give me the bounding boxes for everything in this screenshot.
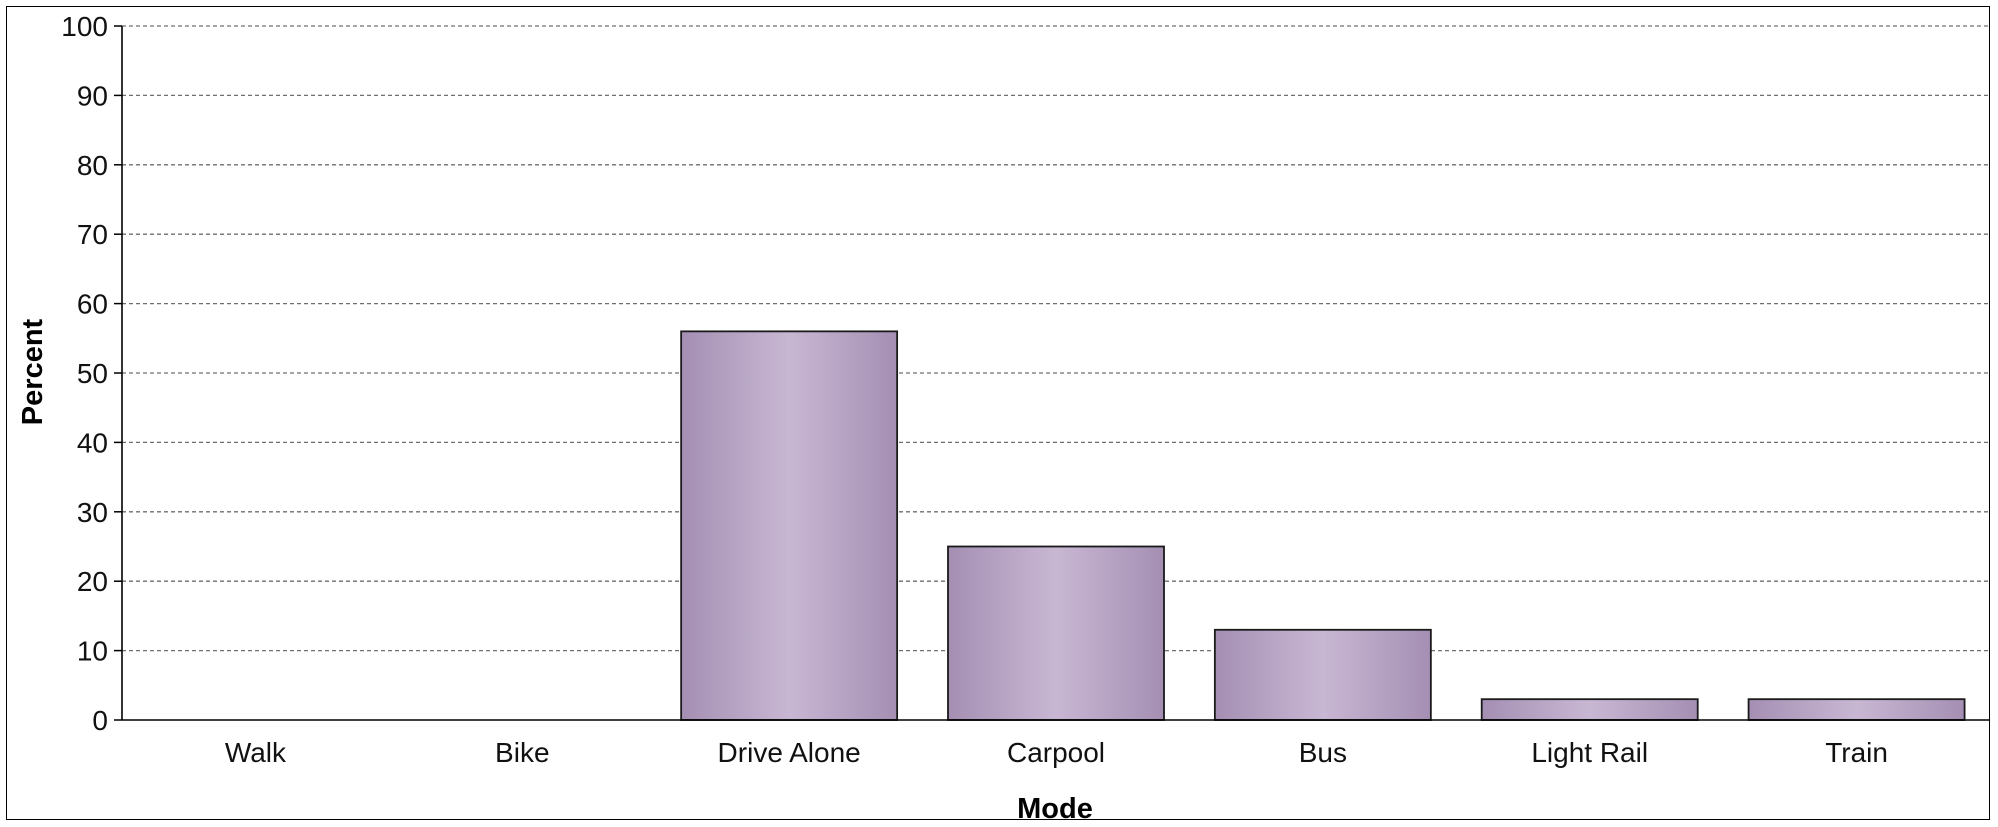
- bar-carpool: [947, 545, 1165, 721]
- y-tick-label: 60: [77, 289, 108, 320]
- bars: [680, 330, 1966, 721]
- x-tick-label: Bike: [495, 737, 549, 768]
- x-tick-label: Bus: [1299, 737, 1347, 768]
- y-tick-label: 0: [92, 705, 108, 736]
- axes: [114, 25, 1990, 721]
- y-axis-title: Percent: [17, 318, 49, 425]
- bar-light-rail: [1480, 698, 1699, 721]
- bar-drive-alone: [680, 330, 899, 721]
- bar-train: [1747, 698, 1966, 721]
- x-tick-label: Train: [1825, 737, 1888, 768]
- y-tick-label: 80: [77, 150, 108, 181]
- x-tick-label: Carpool: [1007, 737, 1105, 768]
- y-tick-label: 90: [77, 80, 108, 111]
- y-tick-label: 50: [77, 358, 108, 389]
- y-tick-label: 10: [77, 636, 108, 667]
- y-tick-labels: 0 10 20 30 40 50 60 70 80 90 100: [61, 11, 108, 736]
- y-tick-label: 30: [77, 497, 108, 528]
- bar-bus: [1213, 628, 1432, 721]
- y-tick-label: 70: [77, 219, 108, 250]
- x-axis-title: Mode: [1017, 793, 1093, 825]
- x-tick-label: Drive Alone: [718, 737, 861, 768]
- y-tick-label: 100: [61, 11, 108, 42]
- gridlines: [122, 25, 1990, 652]
- x-tick-label: Walk: [225, 737, 287, 768]
- y-tick-label: 20: [77, 566, 108, 597]
- x-tick-label: Light Rail: [1531, 737, 1648, 768]
- x-tick-labels: Walk Bike Drive Alone Carpool Bus Light Rail T…: [225, 737, 1888, 768]
- y-tick-label: 40: [77, 427, 108, 458]
